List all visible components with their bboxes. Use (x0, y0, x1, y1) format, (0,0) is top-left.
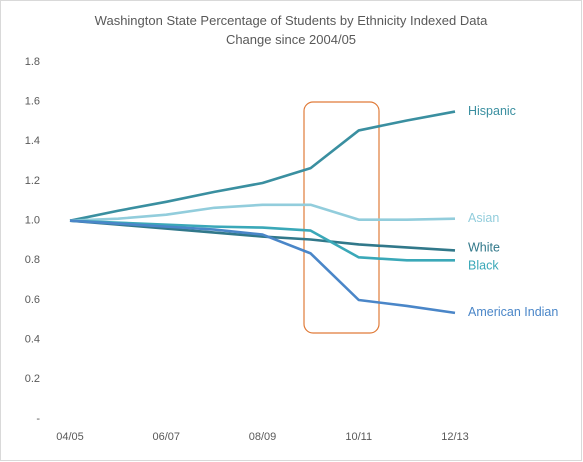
x-tick-label: 04/05 (56, 431, 84, 443)
x-tick-label: 08/09 (249, 431, 277, 443)
y-tick-label: 1.2 (25, 175, 40, 187)
series-label: White (468, 241, 500, 255)
y-tick-label: 0.4 (25, 334, 40, 346)
series-label: Hispanic (468, 104, 516, 118)
series-label: Black (468, 259, 499, 273)
series-label: American Indian (468, 305, 558, 319)
y-tick-label: 1.6 (25, 96, 40, 108)
y-tick-label: 0.8 (25, 254, 40, 266)
x-tick-label: 12/13 (441, 431, 469, 443)
series-line (69, 203, 456, 222)
series-line (69, 219, 456, 315)
series-line (69, 110, 456, 222)
y-tick-label: - (36, 413, 40, 425)
highlight-box (303, 101, 380, 334)
x-tick-label: 06/07 (152, 431, 180, 443)
y-tick-label: 1.4 (25, 135, 40, 147)
y-tick-label: 1.8 (25, 56, 40, 68)
y-tick-label: 1.0 (25, 215, 40, 227)
series-line (69, 219, 455, 262)
y-tick-label: 0.2 (25, 373, 40, 385)
chart-title: Washington State Percentage of Students … (94, 13, 488, 47)
x-tick-label: 10/11 (345, 431, 372, 443)
y-tick-label: 0.6 (25, 294, 40, 306)
series-line (69, 219, 456, 252)
series-label: Asian (468, 211, 499, 225)
